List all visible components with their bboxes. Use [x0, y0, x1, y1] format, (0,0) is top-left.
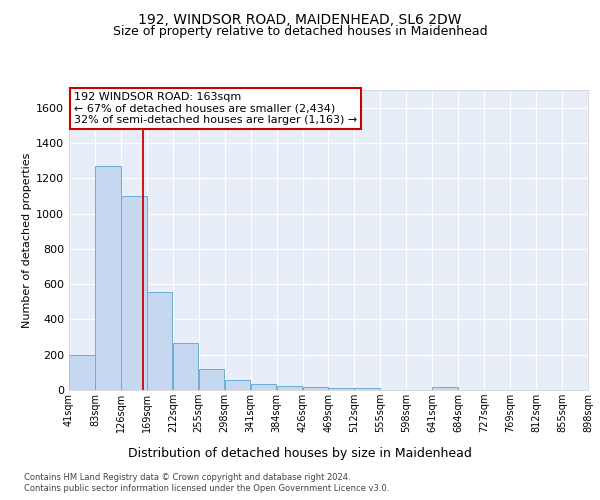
Bar	[95, 166, 121, 390]
Text: Distribution of detached houses by size in Maidenhead: Distribution of detached houses by size …	[128, 448, 472, 460]
Bar	[302, 388, 328, 390]
Bar	[147, 292, 172, 390]
Bar	[121, 196, 146, 390]
Bar	[199, 369, 224, 390]
Text: Size of property relative to detached houses in Maidenhead: Size of property relative to detached ho…	[113, 25, 487, 38]
Text: 192, WINDSOR ROAD, MAIDENHEAD, SL6 2DW: 192, WINDSOR ROAD, MAIDENHEAD, SL6 2DW	[138, 12, 462, 26]
Bar	[69, 354, 95, 390]
Bar	[251, 384, 276, 390]
Bar	[355, 388, 380, 390]
Bar	[432, 388, 458, 390]
Bar	[329, 388, 354, 390]
Bar	[224, 380, 250, 390]
Bar	[173, 343, 199, 390]
Text: Contains HM Land Registry data © Crown copyright and database right 2024.: Contains HM Land Registry data © Crown c…	[24, 472, 350, 482]
Bar	[277, 386, 302, 390]
Text: 192 WINDSOR ROAD: 163sqm
← 67% of detached houses are smaller (2,434)
32% of sem: 192 WINDSOR ROAD: 163sqm ← 67% of detach…	[74, 92, 358, 124]
Y-axis label: Number of detached properties: Number of detached properties	[22, 152, 32, 328]
Text: Contains public sector information licensed under the Open Government Licence v3: Contains public sector information licen…	[24, 484, 389, 493]
